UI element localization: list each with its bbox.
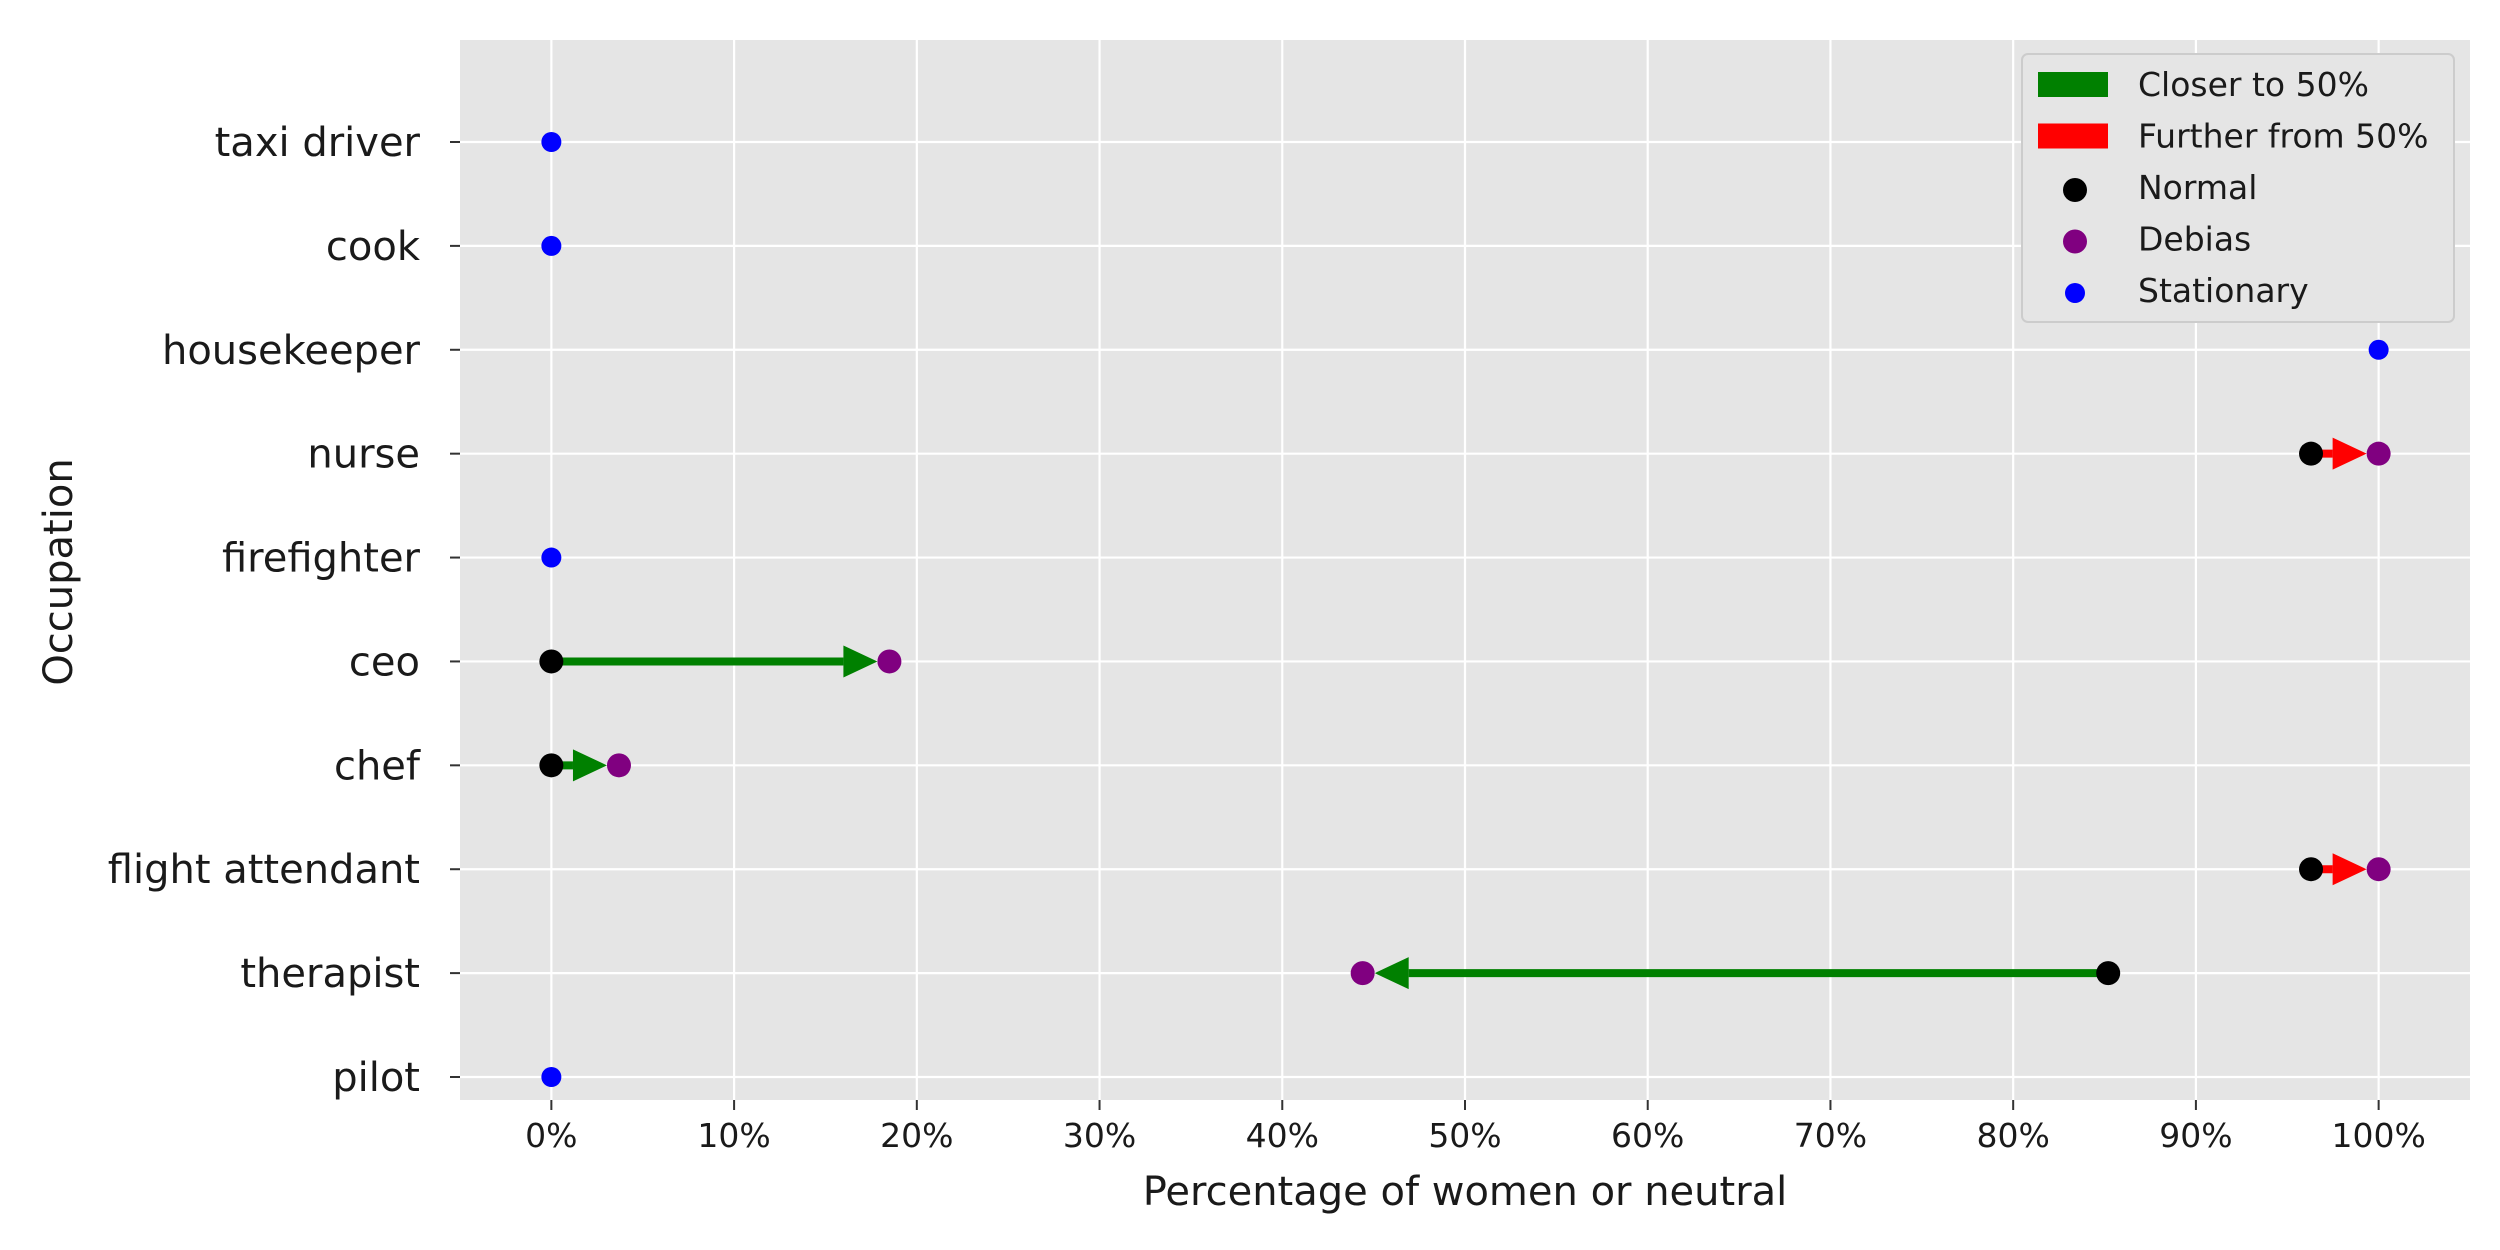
normal-point <box>2299 857 2324 882</box>
legend-label: Further from 50% <box>2138 117 2429 156</box>
y-tick-label: nurse <box>307 432 420 478</box>
stationary-point <box>2368 339 2389 360</box>
legend-label: Debias <box>2138 220 2251 259</box>
normal-point <box>539 649 564 674</box>
x-axis-ticks: 0% 10% 20% 30% 40% 50% 60% 70% 80% 90% 100% <box>525 1100 2426 1155</box>
normal-point <box>539 753 564 778</box>
debias-point <box>877 649 902 674</box>
x-tick-label: 80% <box>1977 1116 2050 1155</box>
y-tick-label: cook <box>326 224 421 270</box>
stationary-point <box>541 547 562 568</box>
x-tick-label: 30% <box>1063 1116 1136 1155</box>
change-arrow-head <box>2332 853 2367 886</box>
x-tick-label: 20% <box>880 1116 953 1155</box>
y-tick-label: housekeeper <box>162 328 421 374</box>
y-tick-label: firefighter <box>222 536 421 582</box>
legend-frame <box>2021 53 2455 323</box>
x-tick-label: 90% <box>2159 1116 2232 1155</box>
y-axis-ticks: taxi driver cook housekeeper nurse firefigh… <box>108 120 460 1101</box>
legend-label: Normal <box>2138 168 2257 207</box>
change-arrow-head <box>1374 957 1409 990</box>
debias-point <box>1350 961 1375 986</box>
legend-swatch <box>2038 72 2108 97</box>
x-tick-label: 70% <box>1794 1116 1867 1155</box>
legend-marker <box>2063 229 2087 254</box>
y-axis-title: Occupation <box>36 458 82 685</box>
change-arrow-head <box>843 645 878 678</box>
y-tick-label: flight attendant <box>108 847 420 893</box>
y-tick-label: therapist <box>240 951 420 997</box>
stationary-point <box>541 132 562 152</box>
legend-marker <box>2063 178 2087 202</box>
debias-point <box>2366 857 2391 882</box>
y-tick-label: taxi driver <box>215 120 421 166</box>
x-tick-label: 0% <box>525 1116 577 1155</box>
y-tick-label: ceo <box>349 639 420 685</box>
change-arrow-head <box>572 749 607 782</box>
data-marks <box>539 132 2391 1087</box>
x-tick-label: 50% <box>1428 1116 1501 1155</box>
grid <box>460 40 2470 1100</box>
legend-label: Stationary <box>2138 271 2309 310</box>
stationary-point <box>541 235 562 256</box>
legend-marker <box>2065 283 2085 303</box>
legend: Closer to 50% Further from 50% Normal Debia… <box>2021 53 2455 323</box>
normal-point <box>2096 961 2121 986</box>
stationary-point <box>541 1067 562 1087</box>
x-tick-label: 100% <box>2331 1116 2425 1155</box>
normal-point <box>2299 441 2324 466</box>
x-tick-label: 40% <box>1246 1116 1319 1155</box>
debias-point <box>606 753 631 778</box>
change-arrow-head <box>2332 437 2367 470</box>
y-tick-label: pilot <box>332 1055 420 1101</box>
legend-swatch <box>2038 123 2108 149</box>
x-tick-label: 10% <box>697 1116 770 1155</box>
x-axis-title: Percentage of women or neutral <box>1143 1169 1788 1215</box>
x-tick-label: 60% <box>1611 1116 1684 1155</box>
debias-point <box>2366 441 2391 466</box>
legend-label: Closer to 50% <box>2138 65 2369 104</box>
y-tick-label: chef <box>334 743 421 789</box>
